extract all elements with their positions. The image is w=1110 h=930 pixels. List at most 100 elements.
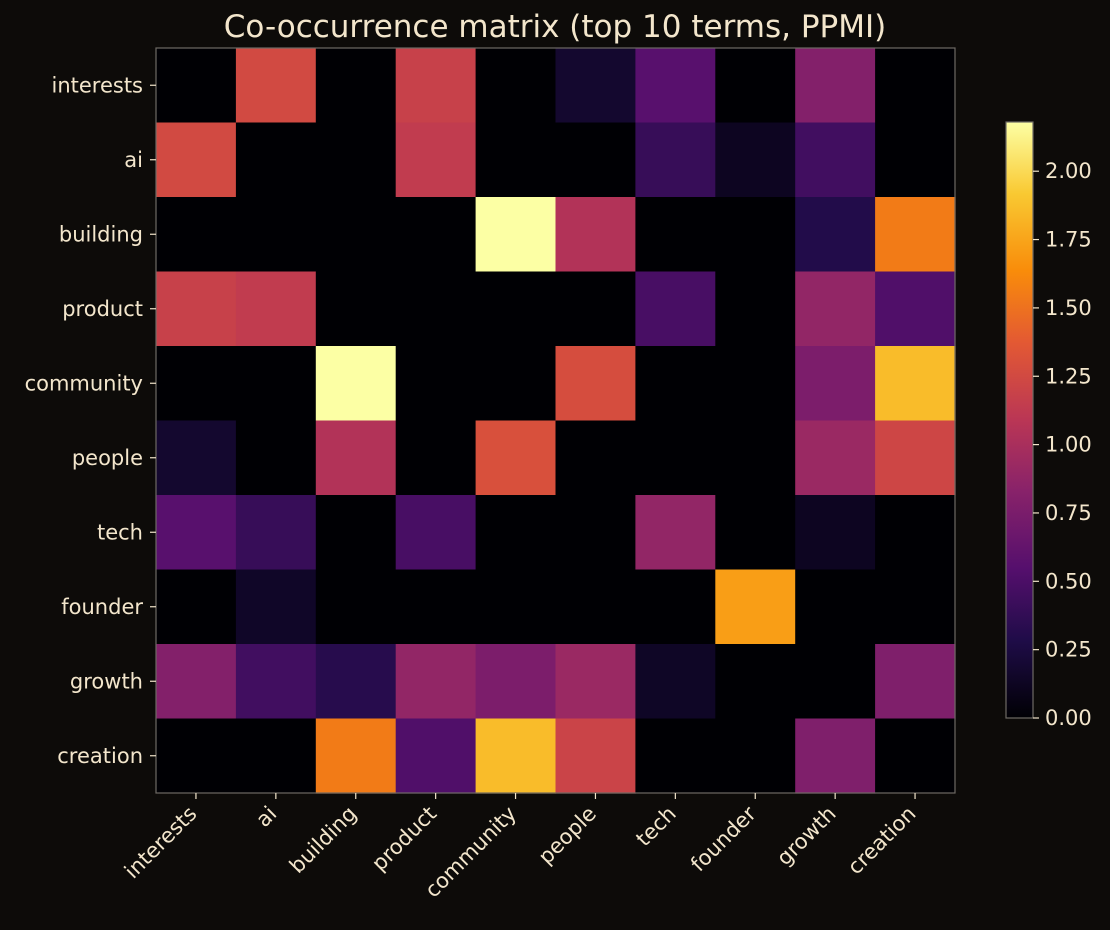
colorbar-tick-label: 0.00 (1045, 706, 1092, 730)
heatmap-cell-ai-founder (715, 122, 796, 198)
heatmap-cell-tech-ai (235, 495, 317, 571)
heatmap-cell-creation-interests (156, 718, 237, 794)
heatmap-cell-product-building (315, 271, 397, 347)
heatmap-cell-people-interests (156, 420, 237, 496)
heatmap-cell-founder-creation (875, 569, 956, 645)
heatmap-cell-building-ai (235, 197, 317, 273)
heatmap-cell-founder-product (395, 569, 477, 645)
heatmap-cell-ai-growth (795, 122, 876, 198)
heatmap-cell-tech-tech (635, 495, 716, 571)
heatmap-cell-product-product (395, 271, 477, 347)
heatmap-cell-product-community (475, 271, 557, 347)
heatmap-cell-ai-community (475, 122, 557, 198)
colorbar-ticks: 0.00 0.25 0.50 0.75 1.00 1.25 1.50 1.75 2.00 (1033, 159, 1092, 730)
heatmap-cell-tech-product (395, 495, 477, 571)
heatmap-cell-ai-creation (875, 122, 956, 198)
heatmap-cell-founder-growth (795, 569, 876, 645)
row-label-founder: founder (61, 595, 143, 619)
heatmap-cell-people-people (555, 420, 636, 496)
heatmap-cell-founder-people (555, 569, 636, 645)
heatmap-cell-ai-people (555, 122, 636, 198)
heatmap-cell-tech-creation (875, 495, 956, 571)
heatmap-cell-interests-founder (715, 48, 796, 124)
chart-title: Co-occurrence matrix (top 10 terms, PPMI… (224, 9, 886, 45)
column-label-interests: interests (120, 802, 202, 884)
heatmap-cell-growth-product (395, 644, 477, 720)
heatmap-cell-creation-tech (635, 718, 716, 794)
heatmap-cell-creation-community (475, 718, 557, 794)
heatmap-cell-ai-product (395, 122, 477, 198)
heatmap-cell-interests-tech (635, 48, 716, 124)
heatmap-cell-people-tech (635, 420, 716, 496)
heatmap-cell-tech-founder (715, 495, 796, 571)
heatmap-cell-product-interests (156, 271, 237, 347)
row-label-creation: creation (57, 744, 143, 768)
heatmap-cell-community-community (475, 346, 557, 422)
heatmap-cell-people-community (475, 420, 557, 496)
column-label-growth: growth (772, 802, 841, 871)
heatmap-cell-product-founder (715, 271, 796, 347)
heatmap-cell-tech-growth (795, 495, 876, 571)
colorbar-tick-label: 0.25 (1045, 638, 1092, 662)
heatmap-cell-building-people (555, 197, 636, 273)
heatmap-cell-building-community (475, 197, 557, 273)
heatmap-cell-building-tech (635, 197, 716, 273)
heatmap-cell-community-tech (635, 346, 716, 422)
heatmap-cell-creation-people (555, 718, 636, 794)
heatmap-cell-interests-ai (235, 48, 317, 124)
heatmap-cell-growth-interests (156, 644, 237, 720)
row-label-community: community (25, 371, 143, 395)
heatmap-cell-building-creation (875, 197, 956, 273)
heatmap-cell-interests-creation (875, 48, 956, 124)
heatmap-cell-tech-building (315, 495, 397, 571)
row-label-product: product (62, 297, 143, 321)
heatmap-cell-growth-ai (235, 644, 317, 720)
column-label-building: building (285, 802, 361, 878)
column-label-ai: ai (251, 802, 281, 832)
heatmap-cell-interests-community (475, 48, 557, 124)
heatmap-cell-interests-people (555, 48, 636, 124)
heatmap-cell-community-product (395, 346, 477, 422)
heatmap-cell-founder-ai (235, 569, 317, 645)
heatmap-cells (156, 48, 956, 794)
colorbar-tick-label: 0.50 (1045, 569, 1092, 593)
heatmap-cell-community-interests (156, 346, 237, 422)
colorbar-tick-label: 1.75 (1045, 228, 1092, 252)
colorbar-tick-label: 1.50 (1045, 296, 1092, 320)
heatmap-cell-growth-growth (795, 644, 876, 720)
heatmap-cell-people-founder (715, 420, 796, 496)
column-label-people: people (534, 802, 601, 869)
colorbar-tick-label: 1.25 (1045, 364, 1092, 388)
heatmap-cell-tech-community (475, 495, 557, 571)
heatmap-cell-creation-growth (795, 718, 876, 794)
heatmap-cell-founder-community (475, 569, 557, 645)
heatmap-cell-interests-product (395, 48, 477, 124)
heatmap-cell-tech-people (555, 495, 636, 571)
row-label-growth: growth (70, 669, 143, 693)
heatmap-cell-community-people (555, 346, 636, 422)
heatmap-cell-founder-interests (156, 569, 237, 645)
heatmap-cell-people-building (315, 420, 397, 496)
plot-frame (155, 47, 956, 794)
colorbar-frame (1005, 121, 1034, 719)
row-label-building: building (59, 222, 143, 246)
heatmap-cell-community-building (315, 346, 397, 422)
heatmap-cell-growth-creation (875, 644, 956, 720)
heatmap-cell-people-product (395, 420, 477, 496)
heatmap-cell-ai-tech (635, 122, 716, 198)
heatmap-cell-growth-community (475, 644, 557, 720)
heatmap-cell-building-interests (156, 197, 237, 273)
row-label-people: people (72, 446, 143, 470)
heatmap-cell-creation-founder (715, 718, 796, 794)
heatmap-cell-interests-building (315, 48, 397, 124)
heatmap-cell-creation-building (315, 718, 397, 794)
heatmap-cell-ai-interests (156, 122, 237, 198)
heatmap-cell-growth-founder (715, 644, 796, 720)
heatmap-cell-founder-founder (715, 569, 796, 645)
row-label-interests: interests (51, 73, 143, 97)
heatmap-cell-growth-tech (635, 644, 716, 720)
row-label-tech: tech (97, 520, 143, 544)
column-label-founder: founder (686, 801, 761, 876)
